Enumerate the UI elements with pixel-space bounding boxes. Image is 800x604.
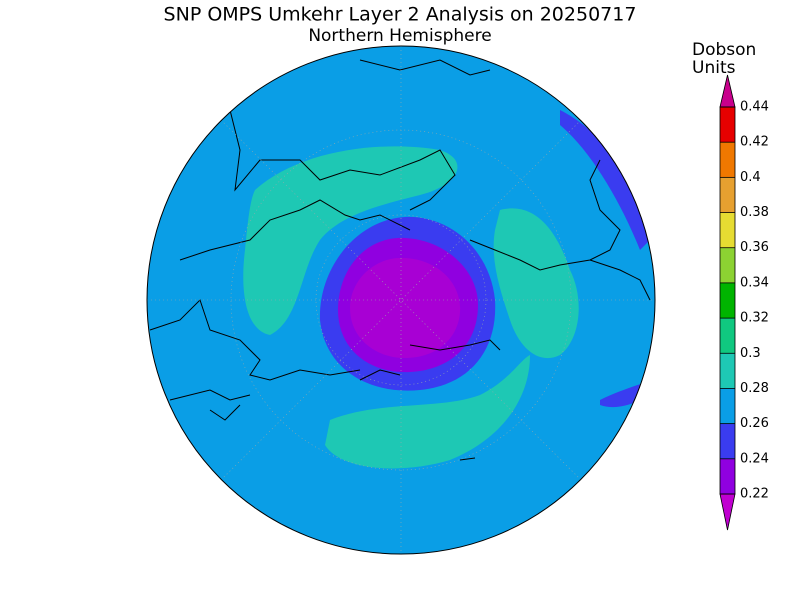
colorbar-segment: [720, 107, 735, 143]
polar-map: [147, 46, 655, 554]
colorbar-tick-label: 0.3: [740, 346, 761, 361]
colorbar-over: [719, 74, 736, 108]
colorbar-tick-label: 0.24: [740, 451, 769, 466]
map-border: [146, 45, 656, 555]
colorbar-tick-label: 0.28: [740, 381, 769, 396]
colorbar-label: Dobson: [692, 40, 756, 60]
contour-region: [325, 355, 530, 469]
colorbar-segment: [720, 388, 735, 424]
colorbar-segment: [720, 458, 735, 494]
contour-region: [560, 110, 655, 250]
colorbar-label: Units: [692, 58, 736, 78]
colorbar-tick-label: 0.42: [740, 135, 769, 150]
colorbar-tick-label: 0.4: [740, 170, 761, 185]
colorbar-segment: [720, 282, 735, 319]
coastlines: [149, 59, 651, 461]
colorbar-segment: [720, 247, 735, 283]
colorbar-tick-label: 0.26: [740, 416, 769, 431]
graticule: [147, 46, 655, 554]
contour-region: [493, 208, 579, 359]
colorbar: 0.22 0.24 0.26 0.28 0.3 0.32 0.34 0.36 0.38 0.4 0.…: [719, 74, 769, 531]
map-subtitle: Northern Hemisphere: [308, 26, 491, 46]
colorbar-segment: [720, 177, 735, 213]
colorbar-segment: [720, 318, 735, 354]
colorbar-tick-label: 0.44: [740, 100, 769, 115]
colorbar-tick-label: 0.38: [740, 205, 769, 220]
colorbar-segment: [720, 142, 735, 178]
colorbar-tick-label: 0.34: [740, 275, 769, 290]
colorbar-segment: [720, 353, 735, 389]
colorbar-tick-label: 0.22: [740, 487, 769, 502]
map-title: SNP OMPS Umkehr Layer 2 Analysis on 2025…: [164, 4, 637, 26]
colorbar-under: [719, 493, 736, 531]
contour-region: [243, 146, 458, 335]
colorbar-segment: [720, 423, 735, 459]
colorbar-tick-label: 0.32: [740, 311, 769, 326]
colorbar-segment: [720, 212, 735, 248]
contour-region: [350, 257, 461, 358]
colorbar-tick-label: 0.36: [740, 240, 769, 255]
